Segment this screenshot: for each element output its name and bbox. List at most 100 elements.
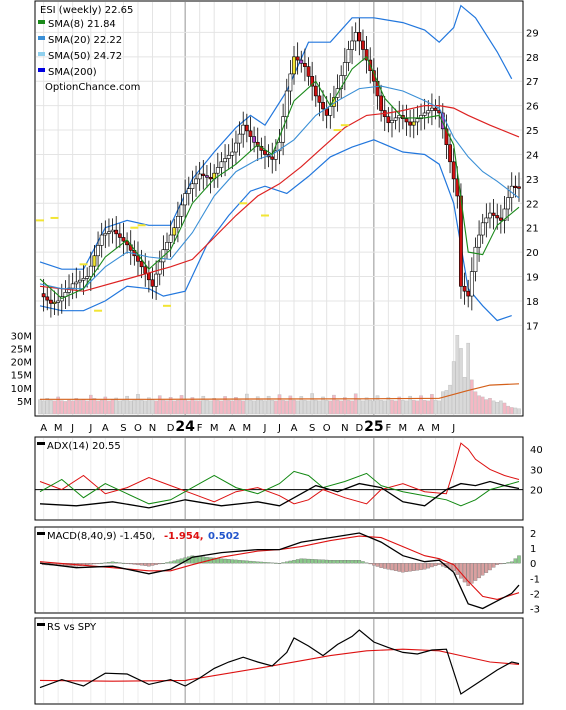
volume-bar [357, 399, 362, 415]
candle-body [400, 115, 405, 119]
macd-histogram-bar [321, 559, 325, 564]
x-tick-label: M [210, 423, 219, 434]
candle-body [234, 142, 238, 153]
volume-bar [118, 400, 122, 415]
candle-body [125, 240, 129, 246]
volume-bar [386, 397, 391, 415]
candle-body [103, 233, 108, 236]
rs-swatch [37, 623, 45, 626]
volume-tick-label: 15M [11, 371, 32, 382]
sma20-line [39, 85, 520, 290]
volume-bar [41, 400, 46, 415]
volume-bar [107, 400, 111, 415]
legend-swatch-sma8 [38, 20, 45, 24]
volume-bar [103, 396, 108, 415]
candle-body [342, 62, 347, 76]
volume-bar [484, 399, 489, 415]
volume-bar [361, 400, 365, 415]
candle-body [488, 212, 492, 219]
volume-bar [270, 400, 275, 415]
candle-body [455, 178, 460, 197]
macd-histogram-bar [190, 555, 195, 564]
volume-tick-label: 20M [11, 358, 32, 369]
volume-bar [219, 400, 224, 415]
x-tick-label: A [40, 423, 47, 434]
candle-body [292, 56, 296, 75]
macd-histogram-bar [281, 562, 285, 564]
volume-bar [368, 399, 373, 415]
candle-body [364, 49, 369, 61]
volume-bar [197, 400, 202, 415]
x-tick-label: 25 [364, 419, 383, 435]
volume-bar [110, 399, 115, 415]
candle-body [393, 117, 398, 121]
macd-histogram-bar [92, 563, 97, 565]
candle-body [201, 173, 206, 176]
macd-histogram-bar [263, 562, 267, 564]
volume-bar [81, 399, 86, 415]
macd-histogram-bar [488, 563, 492, 571]
candle-body [150, 279, 155, 287]
volume-bar [313, 399, 318, 415]
rs-line [39, 629, 520, 695]
volume-bar [121, 400, 126, 415]
candle-body [190, 183, 195, 189]
candle-body [361, 40, 365, 50]
candle-body [45, 296, 50, 301]
macd-signal-label: -1.954, [164, 531, 204, 542]
candle-body [248, 130, 253, 137]
macd-title: MACD(8,40,9) -1.450, [47, 531, 155, 542]
volume-bar [346, 400, 351, 415]
candle-body [299, 59, 304, 64]
volume-bar [226, 400, 231, 415]
macd-histogram-bar [165, 562, 169, 564]
candle-body [310, 76, 315, 87]
volume-bar [332, 394, 336, 415]
volume-bar [299, 396, 304, 415]
macd-tick-label: 2 [530, 529, 536, 540]
macd-histogram-bar [216, 558, 220, 564]
macd-histogram-bar [332, 560, 336, 564]
volume-bar [128, 400, 133, 415]
legend-swatch-sma20 [38, 36, 45, 40]
macd-histogram-bar [459, 563, 463, 579]
candle-body [114, 229, 119, 235]
candle-body [419, 115, 423, 119]
x-tick-label: A [229, 423, 236, 434]
x-tick-label: M [243, 423, 252, 434]
macd-histogram-bar [255, 561, 260, 564]
macd-histogram-bar [136, 563, 140, 566]
candle-body [306, 66, 311, 77]
candle-body [303, 63, 307, 67]
candle-body [498, 217, 503, 221]
candle-body [469, 271, 474, 297]
volume-bar [411, 399, 416, 415]
candle-body [208, 176, 213, 180]
macd-histogram-bar [368, 563, 372, 565]
macd-histogram-bar [245, 560, 249, 564]
macd-histogram-bar [390, 563, 394, 571]
bollinger-lower [39, 139, 512, 322]
macd-histogram-bar [139, 563, 144, 566]
volume-bar [216, 400, 220, 415]
volume-bar [99, 399, 104, 415]
macd-histogram-bar [161, 563, 166, 564]
legend-sma200: SMA(200) [48, 67, 97, 78]
x-tick-label: O [323, 423, 331, 434]
volume-bar [245, 393, 249, 415]
x-tick-label: F [197, 423, 203, 434]
macd-histogram-bar [285, 561, 289, 564]
macd-histogram-bar [219, 558, 224, 564]
candle-body [517, 186, 521, 189]
macd-histogram-bar [343, 560, 347, 564]
candle-body [107, 231, 111, 234]
macd-tick-label: -2 [530, 589, 540, 600]
macd-tick-label: -1 [530, 574, 540, 585]
volume-bar [263, 400, 267, 415]
adx-swatch [37, 442, 45, 445]
volume-bar [114, 397, 119, 415]
x-tick-label: A [418, 423, 425, 434]
legend-sma50: SMA(50) 24.72 [48, 51, 122, 62]
volume-bar [201, 395, 206, 415]
x-tick-label: M [54, 423, 63, 434]
